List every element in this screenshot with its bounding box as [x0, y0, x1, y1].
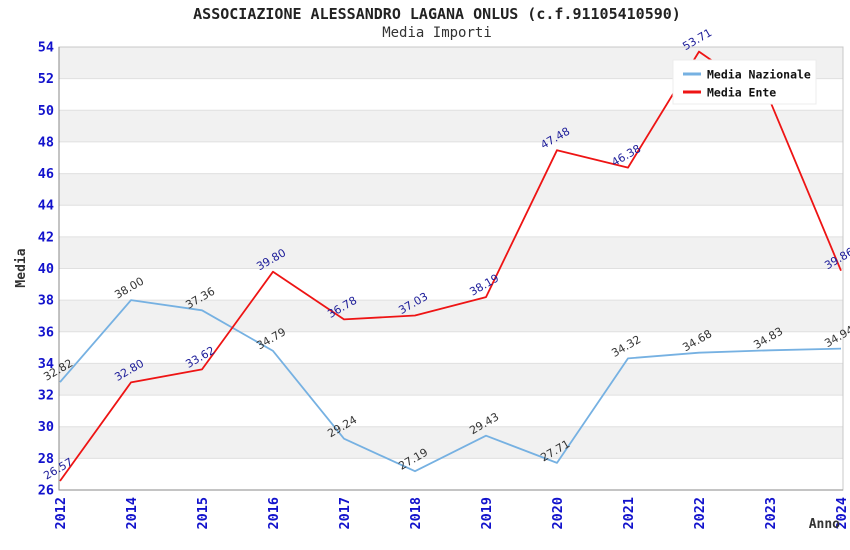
data-label: 38.19: [467, 272, 501, 299]
plot-band: [59, 363, 843, 396]
y-tick-label: 54: [38, 40, 54, 56]
x-tick-label: 2015: [195, 497, 211, 530]
legend-label-media-ente: Media Ente: [707, 86, 776, 100]
y-tick-label: 52: [38, 71, 54, 87]
y-tick-label: 28: [38, 451, 54, 467]
y-axis-tick-labels: 26 28 30 32 34 36 38 40 42 44 46 48 50 52 54: [38, 40, 54, 499]
y-tick-label: 36: [38, 324, 54, 340]
plot-band: [59, 110, 843, 142]
x-tick-label: 2023: [763, 497, 779, 530]
plot-bands: [59, 47, 843, 459]
x-tick-label: 2012: [53, 497, 69, 530]
x-tick-label: 2022: [692, 497, 708, 530]
x-tick-label: 2016: [266, 497, 282, 530]
plot-band: [59, 173, 843, 206]
y-tick-label: 42: [38, 229, 54, 245]
plot-band: [59, 300, 843, 332]
legend-label-media-nazionale: Media Nazionale: [707, 68, 811, 82]
y-axis-title: Media: [14, 248, 29, 287]
gridlines: [59, 46, 843, 491]
x-tick-label: 2024: [834, 497, 850, 530]
legend: Media Nazionale Media Ente: [672, 59, 817, 105]
x-tick-label: 2018: [408, 497, 424, 530]
chart-title: ASSOCIAZIONE ALESSANDRO LAGANA ONLUS (c.…: [193, 5, 681, 23]
y-tick-label: 46: [38, 166, 54, 182]
y-tick-label: 48: [38, 134, 54, 150]
series-line-media-nazionale: [59, 299, 842, 473]
x-tick-label: 2014: [124, 497, 140, 530]
plot-band: [59, 236, 843, 269]
y-tick-label: 50: [38, 103, 54, 119]
x-tick-label: 2021: [621, 497, 637, 530]
x-tick-label: 2019: [479, 497, 495, 530]
axis-lines: [58, 47, 843, 491]
x-tick-label: 2020: [550, 497, 566, 530]
y-tick-label: 26: [38, 483, 54, 499]
x-axis-title: Anno: [809, 517, 840, 532]
y-tick-label: 44: [38, 198, 54, 214]
y-tick-label: 38: [38, 293, 54, 309]
y-tick-label: 40: [38, 261, 54, 277]
data-label: 46.38: [609, 142, 643, 169]
data-label: 34.32: [609, 333, 643, 360]
legend-box: [672, 59, 817, 105]
y-tick-label: 34: [38, 356, 54, 372]
y-tick-label: 32: [38, 388, 54, 404]
y-tick-label: 30: [38, 419, 54, 435]
data-label: 38.00: [112, 275, 146, 302]
x-tick-label: 2017: [337, 497, 353, 530]
chart-subtitle: Media Importi: [382, 25, 492, 41]
x-axis-tick-labels: 2012 2014 2015 2016 2017 2018 2019 2020 2021 2022…: [53, 497, 850, 530]
